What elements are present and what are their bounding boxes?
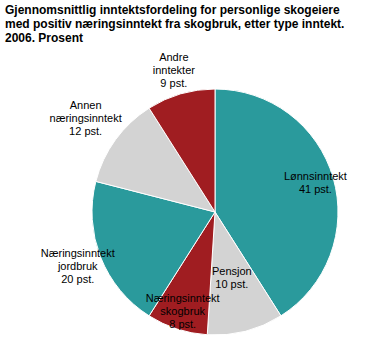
slice-label: Lønnsinntekt [284, 170, 347, 182]
data-label: 41 pst. [299, 183, 332, 195]
chart: Gjennomsnittlig inntektsfordeling for pe… [0, 0, 367, 359]
slice-label: Næringsinntektjordbruk [41, 247, 115, 272]
pie [92, 89, 338, 335]
data-label: 10 pst. [215, 278, 248, 290]
slice-label: Andreinntekter [153, 51, 196, 76]
slice [149, 89, 215, 212]
data-label: 9 pst. [160, 77, 187, 89]
data-label: 8 pst. [169, 318, 196, 330]
data-label: 12 pst. [69, 125, 102, 137]
data-label: 20 pst. [61, 273, 94, 285]
slice-label: Næringsinntektskogbruk [146, 292, 220, 317]
labels: Lønnsinntekt41 pst. Pensjon10 pst. Nærings… [41, 51, 347, 330]
slice-label: Pensjon [212, 265, 252, 277]
slice-label: Annennæringsinntekt [50, 99, 122, 124]
title: Gjennomsnittlig inntektsfordeling for pe… [5, 3, 344, 45]
slice [207, 212, 281, 335]
slice [215, 89, 338, 316]
